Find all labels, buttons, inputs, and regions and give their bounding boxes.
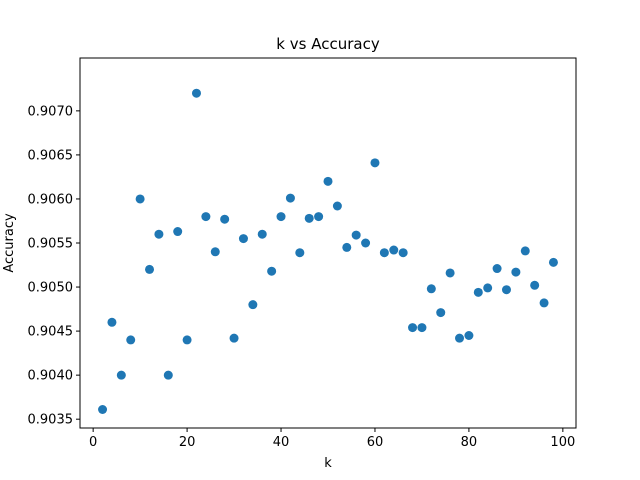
y-tick-label: 0.9070 xyxy=(28,104,74,119)
x-tick-label: 0 xyxy=(89,435,97,450)
data-point xyxy=(126,335,136,345)
data-point xyxy=(257,229,267,239)
data-point xyxy=(436,308,446,318)
data-point xyxy=(445,268,455,278)
data-point xyxy=(248,300,258,310)
data-point xyxy=(483,283,493,293)
data-point xyxy=(145,264,155,274)
data-point xyxy=(426,284,436,294)
data-point xyxy=(370,158,380,168)
x-tick-label: 100 xyxy=(550,435,575,450)
data-point xyxy=(238,234,248,244)
data-point xyxy=(332,201,342,211)
data-point xyxy=(182,335,192,345)
x-axis-label: k xyxy=(324,456,332,471)
x-tick-label: 40 xyxy=(273,435,290,450)
y-tick-label: 0.9065 xyxy=(28,148,74,163)
data-point xyxy=(455,333,465,343)
data-point xyxy=(323,176,333,186)
data-point xyxy=(492,264,502,274)
data-point xyxy=(389,245,399,255)
data-point xyxy=(530,280,540,290)
data-point xyxy=(361,238,371,248)
data-point xyxy=(511,267,521,277)
data-point xyxy=(314,212,324,222)
data-point xyxy=(295,248,305,258)
data-points xyxy=(98,88,558,414)
data-point xyxy=(107,317,117,327)
y-tick-label: 0.9035 xyxy=(28,413,74,428)
chart-title: k vs Accuracy xyxy=(276,35,380,53)
data-point xyxy=(408,323,418,333)
data-point xyxy=(473,287,483,297)
data-point xyxy=(351,230,361,240)
plot-frame xyxy=(79,57,577,429)
x-tick-label: 80 xyxy=(461,435,478,450)
data-point xyxy=(548,257,558,267)
y-tick-label: 0.9050 xyxy=(28,281,74,296)
data-point xyxy=(285,193,295,203)
data-point xyxy=(539,298,549,308)
y-tick-label: 0.9060 xyxy=(28,192,74,207)
data-point xyxy=(135,194,145,204)
data-point xyxy=(398,248,408,258)
y-axis-label: Accuracy xyxy=(2,213,17,273)
x-tick-label: 60 xyxy=(367,435,384,450)
y-tick-label: 0.9040 xyxy=(28,369,74,384)
data-point xyxy=(201,212,211,222)
data-point xyxy=(229,333,239,343)
data-point xyxy=(342,242,352,252)
x-tick-label: 20 xyxy=(179,435,196,450)
data-point xyxy=(276,212,286,222)
data-point xyxy=(154,229,164,239)
data-point xyxy=(379,248,389,258)
data-point xyxy=(191,88,201,98)
data-point xyxy=(173,227,183,237)
data-point xyxy=(163,370,173,380)
data-point xyxy=(501,285,511,295)
x-axis-ticks: 0 20 40 60 80 100 xyxy=(89,428,575,450)
data-point xyxy=(304,213,314,223)
data-point xyxy=(520,246,530,256)
data-point xyxy=(220,214,230,224)
y-tick-label: 0.9045 xyxy=(28,325,74,340)
data-point xyxy=(417,323,427,333)
data-point xyxy=(267,266,277,276)
y-tick-label: 0.9055 xyxy=(28,237,74,252)
data-point xyxy=(98,405,108,414)
y-axis-ticks: 0.9035 0.9040 0.9045 0.9050 0.9055 0.9060 0.90… xyxy=(28,104,80,428)
data-point xyxy=(210,247,220,257)
data-point xyxy=(116,370,126,380)
data-point xyxy=(464,331,474,340)
